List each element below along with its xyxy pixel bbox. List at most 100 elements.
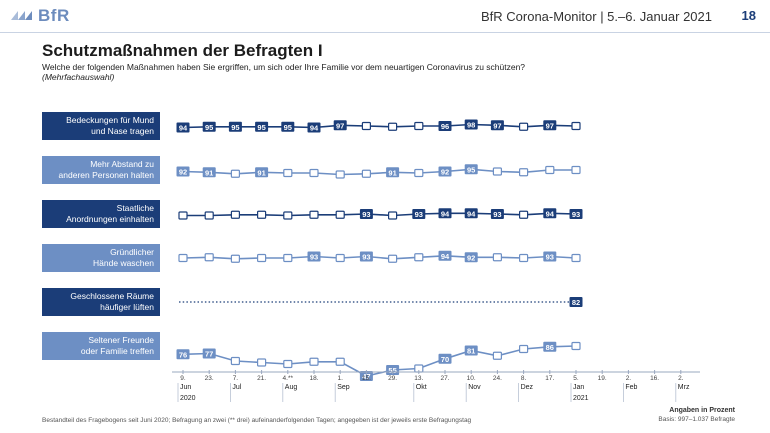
series-label-line: Mehr Abstand zu: [90, 158, 154, 169]
data-label: 82: [572, 298, 580, 307]
x-tick-day: 2.: [626, 375, 632, 382]
data-point: [490, 120, 504, 131]
series-label: Staatliche Anordnungen einhalten: [42, 200, 160, 228]
data-point: [545, 165, 555, 175]
data-point: [283, 359, 293, 369]
data-point: [388, 254, 398, 263]
data-point: [492, 167, 502, 176]
data-point: [543, 208, 557, 219]
data-label: 94: [546, 209, 555, 218]
data-label: 94: [310, 124, 319, 133]
data-label: 91: [257, 168, 265, 177]
x-tick-day: 27.: [440, 375, 449, 382]
series-label-line: Gründlicher: [110, 246, 154, 257]
data-point: [359, 251, 373, 262]
data-label: 93: [493, 210, 501, 219]
data-point: [518, 122, 529, 131]
data-label: 93: [415, 210, 423, 219]
series-label-line: anderen Personen halten: [58, 170, 154, 180]
data-point: [335, 210, 345, 219]
data-point: [361, 121, 371, 131]
data-point: [335, 357, 345, 366]
x-tick-month: Feb: [625, 384, 637, 391]
data-point: [230, 356, 240, 366]
series-label-line: häufiger lüften: [100, 302, 154, 312]
bfr-logo-icon: [11, 11, 32, 20]
series-line: [182, 254, 577, 260]
series-label-line: Bedeckungen für Mund: [66, 114, 154, 125]
data-point: [230, 169, 240, 178]
data-label: 97: [336, 121, 344, 130]
data-point: [309, 357, 319, 366]
x-tick-day: 18.: [309, 375, 318, 382]
x-tick-day: 13.: [414, 375, 423, 382]
data-point: [518, 210, 529, 219]
data-label: 95: [257, 123, 265, 132]
data-label: 95: [284, 123, 292, 132]
data-label: 81: [467, 347, 475, 356]
data-point: [388, 211, 398, 220]
data-point: [176, 349, 190, 360]
data-point: [388, 122, 398, 131]
data-point: [543, 341, 557, 352]
data-point: [178, 253, 188, 263]
data-label: 95: [231, 123, 239, 132]
chart-subtitle: Welche der folgenden Maßnahmen haben Sie…: [42, 62, 526, 72]
data-point: [309, 210, 319, 219]
x-tick-day: 2.: [678, 375, 684, 382]
data-point: [571, 165, 581, 175]
data-point: [492, 351, 502, 360]
chart-title: Schutzmaßnahmen der Befragten I: [42, 41, 323, 60]
data-point: [464, 345, 478, 356]
data-point: [309, 168, 319, 178]
data-label: 94: [467, 209, 476, 218]
series-line: [183, 212, 577, 217]
data-point: [569, 297, 583, 307]
page-number: 18: [741, 8, 756, 23]
data-point: [307, 122, 321, 133]
data-point: [438, 208, 452, 219]
x-tick-day: 23.: [205, 375, 214, 382]
data-point: [359, 371, 373, 381]
data-point: [571, 253, 581, 263]
x-tick-day: 24.: [493, 375, 502, 382]
data-point: [202, 348, 216, 359]
series-label-line: Seltener Freunde: [88, 334, 154, 345]
series-line: [182, 345, 577, 377]
data-label: 97: [493, 121, 501, 130]
data-point: [414, 121, 424, 131]
data-point: [518, 344, 529, 354]
data-label: 91: [205, 168, 213, 177]
data-point: [438, 250, 452, 261]
series-label-line: Geschlossene Räume: [70, 290, 154, 301]
top-bar: BfR BfR Corona-Monitor | 5.–6. Januar 20…: [0, 0, 770, 32]
data-label: 93: [362, 210, 370, 219]
data-point: [257, 358, 267, 367]
data-label: 93: [546, 253, 554, 262]
data-point: [518, 168, 529, 177]
data-point: [257, 253, 267, 263]
data-point: [202, 167, 216, 178]
unit-label: Angaben in Prozent: [669, 407, 735, 414]
data-point: [307, 251, 321, 262]
series-label-line: Staatliche: [116, 202, 154, 213]
data-label: 91: [388, 168, 396, 177]
data-point: [490, 209, 504, 219]
series-label: Gründlicher Hände waschen: [42, 244, 160, 272]
x-tick-day: 15.: [362, 375, 371, 382]
x-tick-month: Nov: [468, 384, 481, 391]
data-point: [283, 211, 293, 220]
basis-label: Basis: 997–1.037 Befragte: [658, 416, 735, 423]
data-point: [569, 209, 583, 219]
data-label: 92: [467, 253, 475, 262]
series-line: [182, 168, 576, 176]
data-label: 94: [179, 124, 188, 133]
data-point: [492, 253, 502, 262]
series-label: Geschlossene Räume häufiger lüften: [42, 288, 160, 316]
data-point: [230, 254, 240, 263]
x-tick-month: Mrz: [678, 384, 690, 391]
data-point: [518, 253, 529, 263]
series-line: [182, 123, 577, 129]
data-point: [464, 164, 478, 175]
data-point: [335, 253, 345, 263]
